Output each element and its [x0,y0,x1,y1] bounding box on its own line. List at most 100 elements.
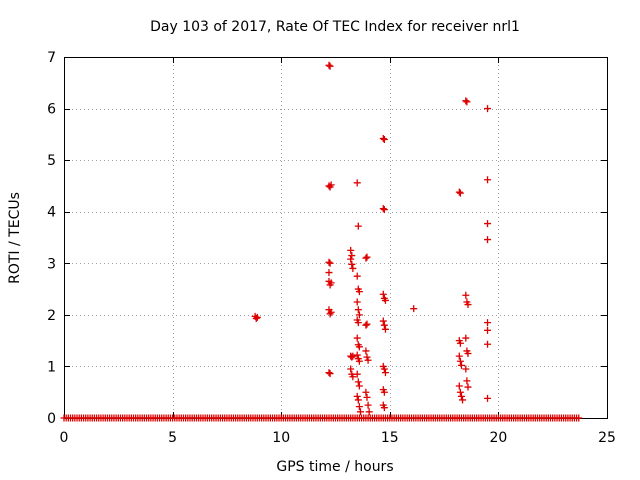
data-point [353,179,361,187]
y-tick-label: 5 [47,153,56,169]
data-point [380,388,388,396]
data-point [379,205,387,213]
x-axis-label: GPS time / hours [276,459,393,475]
x-tick-label: 20 [489,430,507,446]
data-point [462,97,470,105]
data-point [362,254,370,262]
y-tick-label: 6 [47,102,56,118]
baseline-point [575,414,583,422]
data-point [362,347,370,355]
data-point [355,288,363,296]
data-point [381,369,389,377]
data-point [355,382,363,390]
axis-ticks: 0 5 10 15 20 25 0 1 2 3 4 5 6 7 [47,50,616,446]
data-point [325,61,333,69]
data-point [354,319,362,327]
x-tick-label: 10 [272,430,290,446]
x-tick-label: 5 [168,430,177,446]
data-point [355,357,363,365]
data-point [353,272,361,280]
data-point [354,378,362,386]
data-point [459,396,467,404]
data-point [363,253,371,261]
data-point [484,394,492,402]
data-point [380,321,388,329]
data-point [327,308,335,316]
data-point [353,298,361,306]
data-points [60,61,583,422]
chart-title: Day 103 of 2017, Rate Of TEC Index for r… [150,19,520,35]
data-point [455,352,463,360]
data-point [484,319,492,327]
data-point [484,236,492,244]
data-point [456,189,464,197]
data-point [353,392,361,400]
data-point [457,361,465,369]
data-point [347,246,355,254]
data-point [325,258,333,266]
x-tick-label: 0 [60,430,69,446]
data-point [381,325,389,333]
data-point [380,136,388,144]
data-point [456,388,464,396]
data-point [349,352,357,360]
data-point [363,393,371,401]
y-tick-label: 1 [47,359,56,375]
y-tick-label: 0 [47,411,56,427]
x-tick-label: 25 [598,430,616,446]
data-point [354,396,362,404]
data-point [362,388,370,396]
data-point [380,206,388,214]
data-point [325,269,333,277]
data-point [456,357,464,365]
data-point [484,176,492,184]
data-point [355,311,363,319]
y-tick-label: 2 [47,308,56,324]
data-point [348,252,356,260]
data-point [326,259,334,267]
data-point [379,317,387,325]
data-point [365,408,373,416]
data-point [379,134,387,142]
data-point [327,279,335,287]
data-point [354,306,362,314]
data-point [456,339,464,347]
y-tick-label: 3 [47,256,56,272]
data-point [462,334,470,342]
data-point [348,353,356,361]
data-point [353,334,361,342]
data-point [327,181,335,189]
data-point [349,373,357,381]
data-point [464,350,472,358]
data-point [347,365,355,373]
data-point [380,404,388,412]
data-point [455,382,463,390]
data-point [253,313,261,321]
y-axis-label: ROTI / TECUs [7,192,23,284]
x-tick-label: 15 [381,430,399,446]
data-point [349,264,357,272]
data-point [326,370,334,378]
data-point [364,401,372,409]
data-point [356,408,364,416]
data-point [347,255,355,263]
data-point [364,356,372,364]
y-tick-label: 4 [47,205,56,221]
data-point [455,188,463,196]
data-point [353,370,361,378]
data-point [484,326,492,334]
data-point [379,290,387,298]
data-point [363,353,371,361]
data-point [354,222,362,230]
data-point [363,320,371,328]
data-point [462,291,470,299]
plot-area-border [64,57,608,419]
data-point [355,343,363,351]
data-point [362,321,370,329]
y-tick-label: 7 [47,50,56,66]
grid-lines [64,57,607,418]
data-point [457,392,465,400]
data-point [463,98,471,106]
data-point [410,305,418,313]
